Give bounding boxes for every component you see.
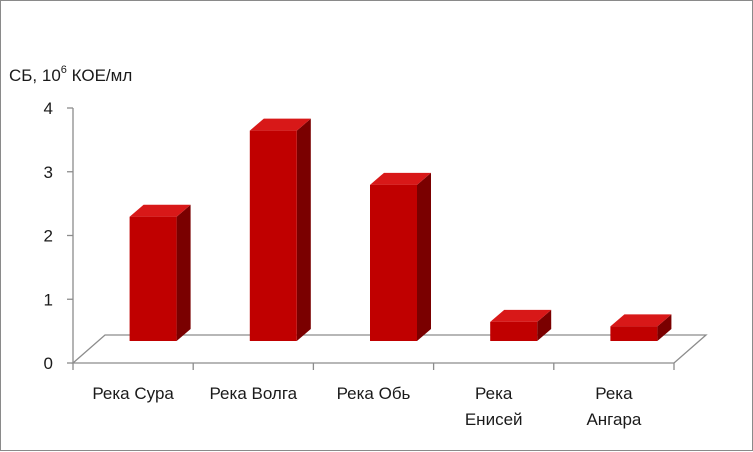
x-category-label-line: Река Волга [209,384,297,403]
y-tick-label: 3 [44,163,53,182]
bar [249,118,311,341]
bar-top [610,314,672,327]
y-axis-title: СБ, 106 КОЕ/мл [9,64,132,85]
bar-front [610,326,658,341]
x-category-label-line: Река [475,384,513,403]
y-axis-title-sup: 6 [61,64,67,76]
y-tick-label: 4 [44,99,53,118]
y-tick-label: 0 [44,354,53,373]
y-tick-label: 2 [44,227,53,246]
x-category-label: Река Енисей [465,384,523,429]
bar-top [370,172,431,185]
axes [67,107,708,370]
bar-front [370,184,417,341]
bar-side [296,118,311,341]
bar-side [657,314,672,341]
bar-side [537,309,552,341]
bar-side [176,204,191,341]
bars [129,118,672,341]
x-category-label-line: Река Сура [92,384,174,403]
bar-top [129,204,191,217]
x-category-label-line: Река [595,384,633,403]
bar-front [129,216,177,341]
x-category-label-line: Енисей [465,410,523,429]
x-category-label-line: Река Обь [337,384,411,403]
x-category-label: Река Сура [92,384,174,403]
y-axis-title-prefix: СБ, 10 [9,66,61,85]
bar-side [417,172,431,341]
x-category-label: Река Волга [209,384,297,403]
y-axis-title-suffix: КОЕ/мл [67,66,132,85]
bar-top [490,309,552,322]
bar [129,204,191,341]
x-category-label-line: Ангара [586,410,641,429]
x-category-label: Река Ангара [586,384,641,429]
bar-front [490,321,538,341]
bar-top [249,118,311,131]
x-category-label: Река Обь [337,384,411,403]
bar [610,314,672,341]
y-tick-label: 1 [44,290,53,309]
chart-floor [71,334,708,364]
labels: 0 1 2 3 4 Река Сура Река Волга Река Обь Река Енис… [44,99,642,429]
bar [370,172,431,341]
bar [490,309,552,341]
bar-front [249,130,297,341]
